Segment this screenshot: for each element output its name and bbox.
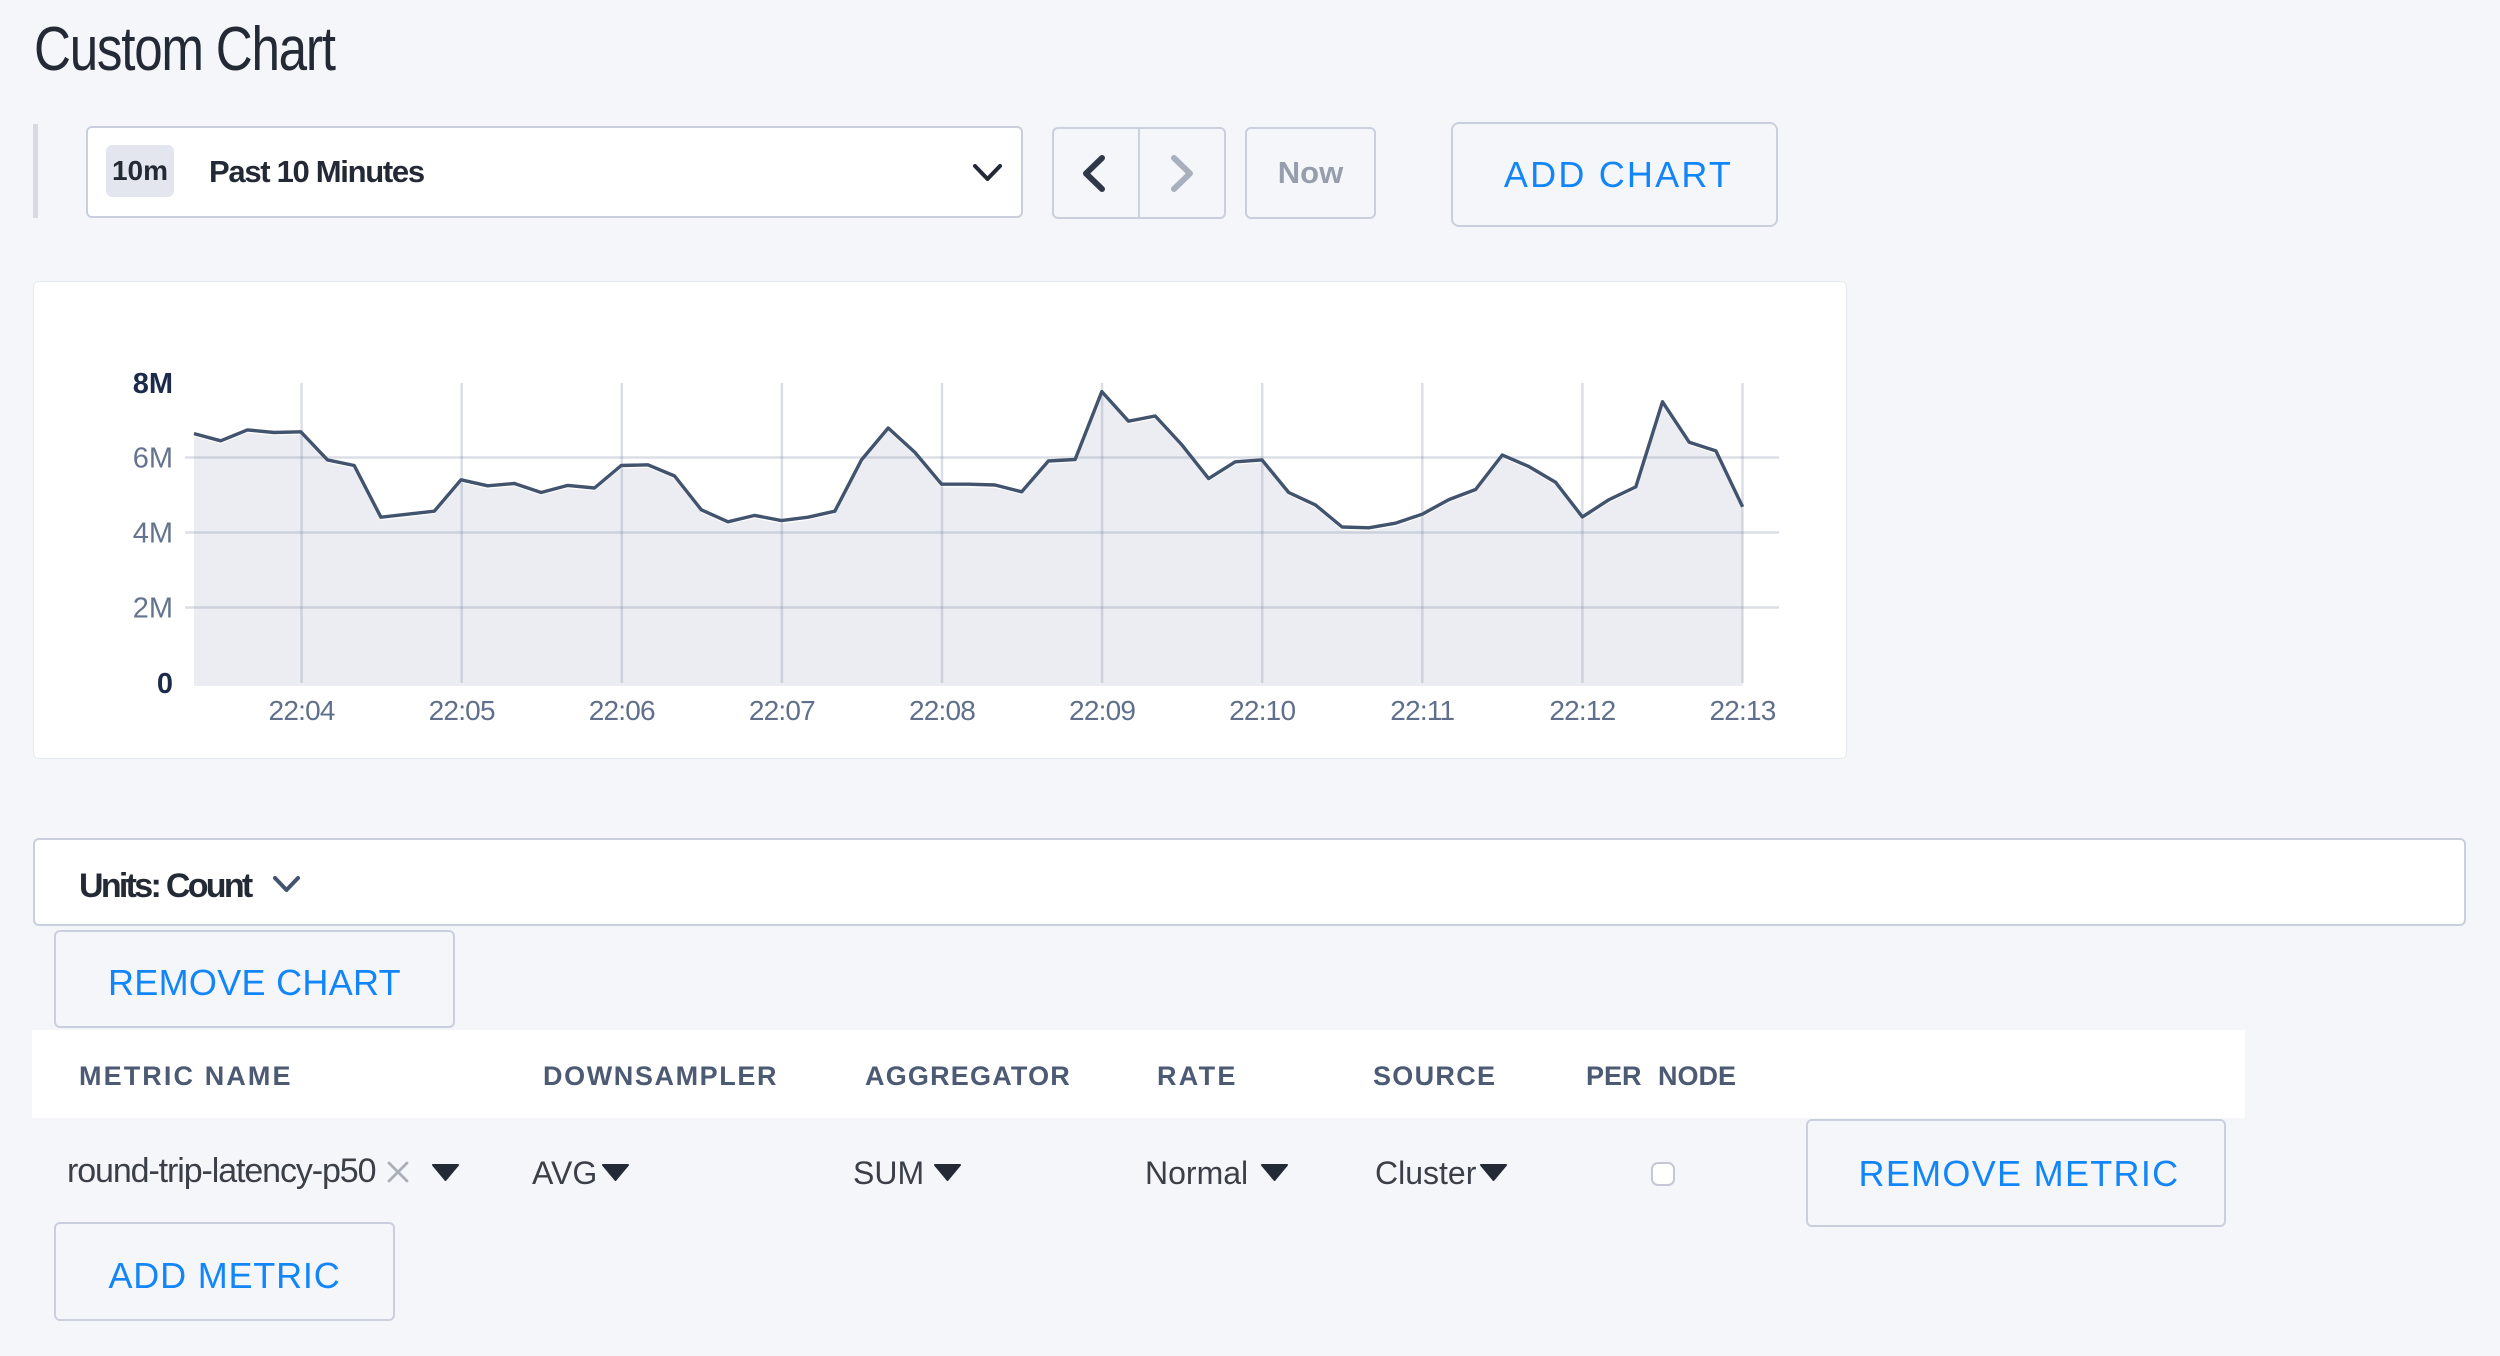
- svg-text:22:05: 22:05: [429, 695, 495, 726]
- svg-text:6M: 6M: [133, 443, 173, 475]
- svg-text:22:11: 22:11: [1390, 695, 1454, 726]
- svg-text:22:04: 22:04: [269, 695, 335, 726]
- svg-text:22:07: 22:07: [749, 695, 815, 726]
- svg-text:22:12: 22:12: [1549, 695, 1615, 726]
- svg-text:22:06: 22:06: [589, 695, 655, 726]
- svg-text:22:10: 22:10: [1229, 695, 1295, 726]
- svg-text:4M: 4M: [133, 518, 173, 550]
- svg-text:22:13: 22:13: [1709, 695, 1775, 726]
- svg-text:8M: 8M: [133, 368, 173, 400]
- svg-text:22:09: 22:09: [1069, 695, 1135, 726]
- svg-text:22:08: 22:08: [909, 695, 975, 726]
- svg-text:0: 0: [157, 668, 173, 700]
- svg-text:2M: 2M: [133, 593, 173, 625]
